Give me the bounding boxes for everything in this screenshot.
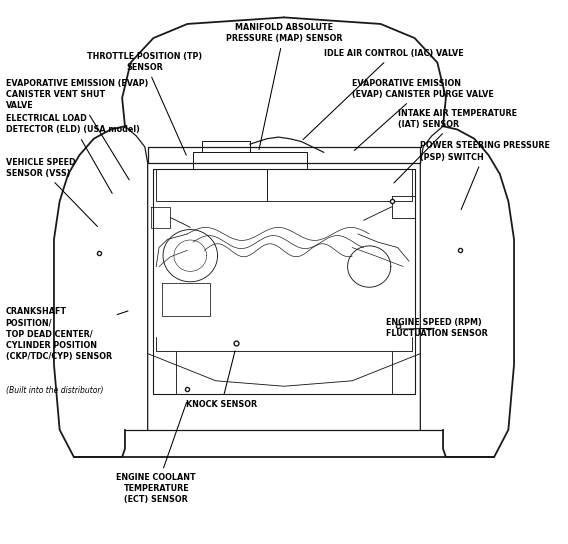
- Text: EVAPORATIVE EMISSION
(EVAP) CANISTER PURGE VALVE: EVAPORATIVE EMISSION (EVAP) CANISTER PUR…: [352, 79, 494, 151]
- Text: ELECTRICAL LOAD
DETECTOR (ELD) (USA model): ELECTRICAL LOAD DETECTOR (ELD) (USA mode…: [6, 114, 140, 194]
- Text: IDLE AIR CONTROL (IAC) VALVE: IDLE AIR CONTROL (IAC) VALVE: [303, 49, 463, 139]
- Text: KNOCK SENSOR: KNOCK SENSOR: [186, 351, 257, 409]
- Text: THROTTLE POSITION (TP)
SENSOR: THROTTLE POSITION (TP) SENSOR: [87, 52, 202, 155]
- Text: MANIFOLD ABSOLUTE
PRESSURE (MAP) SENSOR: MANIFOLD ABSOLUTE PRESSURE (MAP) SENSOR: [225, 23, 343, 150]
- Text: POWER STEERING PRESSURE
(PSP) SWITCH: POWER STEERING PRESSURE (PSP) SWITCH: [420, 141, 550, 209]
- Text: EVAPORATIVE EMISSION (EVAP)
CANISTER VENT SHUT
VALVE: EVAPORATIVE EMISSION (EVAP) CANISTER VEN…: [6, 79, 148, 180]
- Text: INTAKE AIR TEMPERATURE
(IAT) SENSOR: INTAKE AIR TEMPERATURE (IAT) SENSOR: [394, 109, 517, 183]
- Text: ENGINE SPEED (RPM)
FLUCTUATION SENSOR: ENGINE SPEED (RPM) FLUCTUATION SENSOR: [386, 318, 488, 338]
- Text: VEHICLE SPEED
SENSOR (VSS): VEHICLE SPEED SENSOR (VSS): [6, 158, 98, 226]
- Text: ENGINE COOLANT
TEMPERATURE
(ECT) SENSOR: ENGINE COOLANT TEMPERATURE (ECT) SENSOR: [116, 403, 196, 504]
- Text: CRANKSHAFT
POSITION/
TOP DEAD CENTER/
CYLINDER POSITION
(CKP/TDC/CYP) SENSOR: CRANKSHAFT POSITION/ TOP DEAD CENTER/ CY…: [6, 307, 128, 361]
- Text: (Built into the distributor): (Built into the distributor): [6, 386, 103, 395]
